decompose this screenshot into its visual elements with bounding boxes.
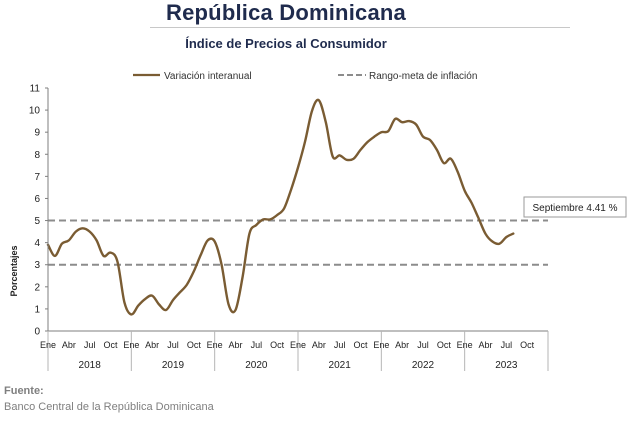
x-tick-label: Ene [123, 340, 139, 350]
chart-subtitle: Índice de Precios al Consumidor [185, 36, 387, 51]
legend-series-label: Variación interanual [164, 71, 252, 82]
y-tick-label: 1 [34, 304, 40, 315]
x-tick-label: Oct [520, 340, 535, 350]
y-tick-label: 4 [34, 238, 40, 249]
x-year-label: 2023 [495, 360, 518, 371]
x-year-label: 2020 [245, 360, 268, 371]
x-tick-label: Oct [187, 340, 202, 350]
series-layer [46, 98, 515, 316]
x-tick-label: Jul [417, 340, 429, 350]
x-tick-label: Abr [62, 340, 76, 350]
x-tick-label: Abr [145, 340, 159, 350]
title-divider [150, 27, 570, 28]
y-tick-label: 2 [34, 282, 40, 293]
x-tick-label: Jul [84, 340, 96, 350]
x-tick-label: Abr [312, 340, 326, 350]
annotation-box [523, 196, 627, 218]
y-tick-label: 8 [34, 150, 40, 161]
source-label: Fuente: [4, 385, 44, 397]
x-tick-label: Jul [501, 340, 513, 350]
y-tick-label: 3 [34, 260, 40, 271]
x-year-label: 2022 [412, 360, 435, 371]
x-tick-label: Abr [395, 340, 409, 350]
x-tick-label: Ene [373, 340, 389, 350]
source-text: Banco Central de la República Dominicana [4, 401, 214, 413]
x-tick-label: Ene [40, 340, 56, 350]
y-ticks: 0 1 2 3 4 5 6 7 8 9 10 11 [29, 84, 48, 338]
x-tick-label: Jul [334, 340, 346, 350]
x-tick-label: Ene [207, 340, 223, 350]
chart-title: República Dominicana [166, 0, 406, 25]
series-line [46, 98, 515, 316]
y-tick-label: 9 [34, 128, 40, 139]
x-tick-label: Oct [353, 340, 368, 350]
target-band [48, 219, 548, 266]
y-tick-label: 0 [34, 327, 40, 338]
x-tick-label: Abr [228, 340, 242, 350]
x-year-label: 2021 [329, 360, 352, 371]
annotation-label: Septiembre 4.41 % [532, 203, 617, 214]
x-tick-label: Ene [457, 340, 473, 350]
y-tick-label: 11 [30, 84, 41, 95]
x-tick-label: Abr [478, 340, 492, 350]
x-tick-label: Oct [437, 340, 452, 350]
x-year-label: 2019 [162, 360, 185, 371]
x-tick-label: Jul [251, 340, 263, 350]
legend-target-label: Rango-meta de inflación [369, 71, 477, 82]
y-tick-label: 10 [29, 106, 41, 117]
x-year-label: 2018 [79, 360, 102, 371]
x-tick-label: Jul [167, 340, 179, 350]
x-tick-label: Oct [270, 340, 285, 350]
chart: Variación interanual Rango-meta de infla… [9, 71, 627, 371]
annotation: Septiembre 4.41 % [523, 196, 627, 218]
y-tick-label: 5 [34, 216, 40, 227]
y-axis-label: Porcentajes [9, 245, 19, 296]
x-tick-label: Oct [103, 340, 118, 350]
y-tick-label: 6 [34, 194, 40, 205]
x-tick-label: Ene [290, 340, 306, 350]
legend: Variación interanual Rango-meta de infla… [133, 71, 477, 82]
y-tick-label: 7 [34, 172, 40, 183]
